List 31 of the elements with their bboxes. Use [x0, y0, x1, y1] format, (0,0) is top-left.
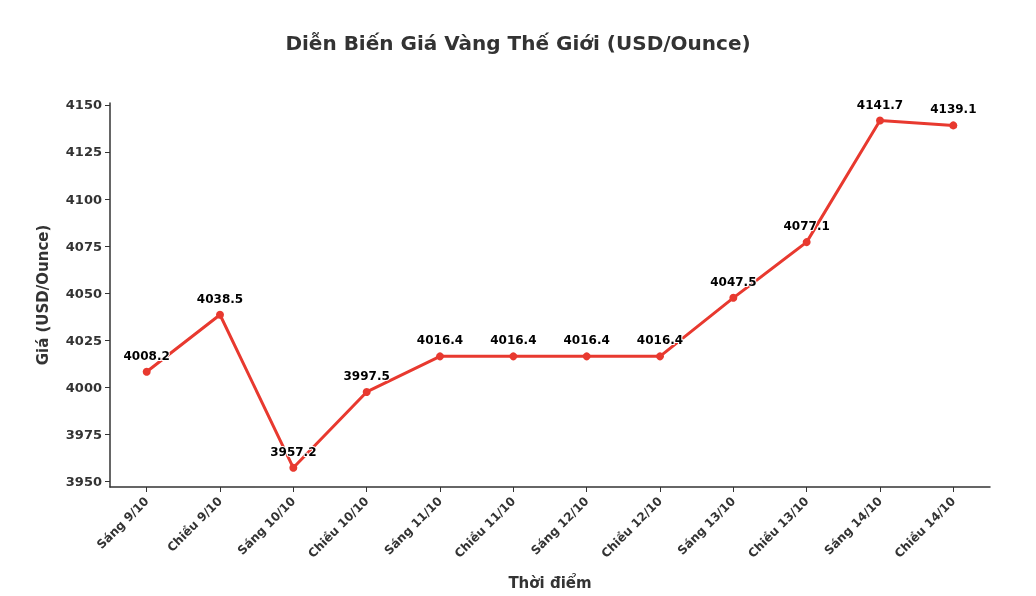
- y-tick-label: 4125: [65, 144, 102, 160]
- point: [362, 387, 371, 396]
- point: [436, 352, 444, 361]
- y-tick-label: 3950: [65, 473, 102, 489]
- point: [216, 310, 224, 319]
- y-tick-label: 4150: [65, 97, 102, 113]
- y-axis-title: Giá (USD/Ounce): [33, 224, 52, 366]
- point: [802, 238, 811, 247]
- y-tick-label: 4050: [65, 285, 102, 301]
- point: [142, 367, 151, 376]
- y-tick-label: 4100: [65, 191, 102, 207]
- point: [656, 352, 664, 361]
- data-label: 4016.4: [490, 333, 537, 348]
- data-label: 4016.4: [563, 333, 610, 348]
- data-label: 4139.1: [930, 102, 977, 117]
- point: [582, 352, 591, 361]
- point: [509, 352, 518, 361]
- data-label: 4038.5: [196, 291, 244, 306]
- point: [729, 293, 738, 302]
- y-tick-label: 4025: [65, 332, 102, 348]
- chart-title: Diễn Biến Giá Vàng Thế Giới (USD/Ounce): [285, 31, 751, 55]
- y-tick-label: 4075: [65, 238, 102, 254]
- y-tick-label: 3975: [65, 426, 102, 442]
- point: [289, 463, 298, 472]
- data-label: 4141.7: [856, 97, 904, 112]
- x-axis-title: Thời điểm: [508, 572, 592, 592]
- data-label: 3997.5: [343, 368, 390, 383]
- point: [876, 116, 884, 125]
- point: [949, 121, 958, 130]
- data-label: 4016.4: [416, 333, 464, 348]
- y-tick-label: 4000: [65, 379, 102, 395]
